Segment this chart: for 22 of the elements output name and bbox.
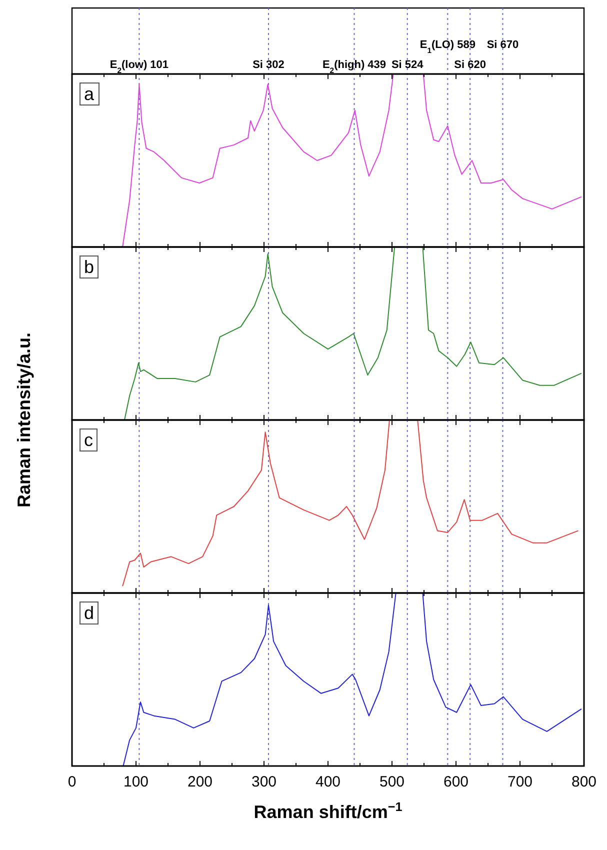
x-tick-label: 800 <box>571 774 597 791</box>
text: c <box>84 430 93 450</box>
ref-line-label: Si 620 <box>454 59 486 71</box>
x-tick-label: 300 <box>251 774 277 791</box>
ref-line-label: Si 302 <box>252 59 284 71</box>
x-tick-label: 400 <box>315 774 341 791</box>
x-tick-label: 200 <box>187 774 213 791</box>
x-tick-label: 500 <box>379 774 405 791</box>
text: d <box>84 603 94 623</box>
x-tick-label: 700 <box>507 774 533 791</box>
text: b <box>84 257 94 277</box>
ref-line-label: Si 670 <box>486 39 519 51</box>
text: a <box>84 84 95 104</box>
ref-line-label: E$_{2}$(high) 439 <box>322 59 386 74</box>
x-tick-label: 600 <box>443 774 469 791</box>
x-axis-title: Raman shift/cm$^{−1}$ <box>254 800 402 822</box>
y-axis-title: Raman intensity/a.u. <box>14 332 34 508</box>
ref-line-label: E$_{1}$(LO) 589 <box>420 39 476 54</box>
x-tick-label: 100 <box>123 774 149 791</box>
x-tick-label: 0 <box>68 774 76 791</box>
ref-line-label: Si 524 <box>391 59 424 71</box>
ref-line-label: E$_{2}$(low) 101 <box>110 59 169 74</box>
